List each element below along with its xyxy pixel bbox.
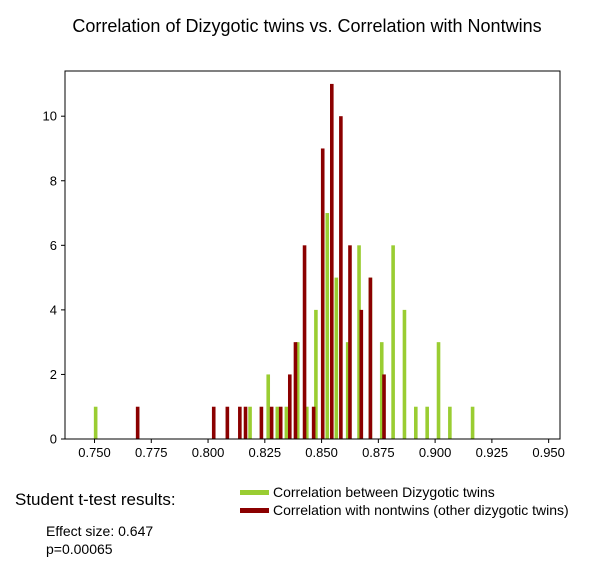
legend-item-nontwins: Correlation with nontwins (other dizygot… xyxy=(240,501,569,519)
bar-dizygotic xyxy=(266,374,271,439)
bar-dizygotic xyxy=(414,406,418,439)
bar-dizygotic xyxy=(275,406,280,439)
legend-label-dizygotic: Correlation between Dizygotic twins xyxy=(273,484,495,500)
bar-nontwins xyxy=(278,406,283,439)
bar-dizygotic xyxy=(334,277,339,439)
bar-dizygotic xyxy=(284,406,289,439)
bar-nontwins xyxy=(339,116,343,439)
bar-dizygotic xyxy=(436,342,441,439)
y-tick-label: 2 xyxy=(50,367,57,382)
effect-size-text: Effect size: 0.647 xyxy=(46,523,154,539)
bar-nontwins xyxy=(320,148,325,439)
x-tick-label: 0.850 xyxy=(305,445,338,460)
legend-item-dizygotic: Correlation between Dizygotic twins xyxy=(240,483,569,501)
bar-dizygotic xyxy=(305,406,309,439)
bar-nontwins xyxy=(259,406,264,439)
legend-label-nontwins: Correlation with nontwins (other dizygot… xyxy=(273,502,569,518)
bar-dizygotic xyxy=(248,406,252,439)
y-tick-label: 10 xyxy=(43,109,57,124)
bar-dizygotic xyxy=(448,406,452,439)
x-tick-label: 0.950 xyxy=(532,445,565,460)
bar-nontwins xyxy=(211,406,216,439)
bar-nontwins xyxy=(311,406,316,439)
x-tick-label: 0.800 xyxy=(192,445,225,460)
bar-nontwins xyxy=(302,245,307,439)
bar-dizygotic xyxy=(325,213,330,439)
axes-layer: 0.750 0.775 0.800 0.825 0.850 0.875 0.900 0.925… xyxy=(43,70,565,460)
y-tick-label: 6 xyxy=(50,238,57,253)
bar-nontwins xyxy=(359,309,364,439)
bar-dizygotic xyxy=(391,245,395,439)
y-tick-label: 4 xyxy=(50,302,57,317)
x-tick-label: 0.875 xyxy=(362,445,395,460)
bars-layer xyxy=(93,83,475,439)
bar-nontwins xyxy=(135,406,140,439)
x-tick-label: 0.900 xyxy=(419,445,452,460)
plot-frame xyxy=(64,70,561,440)
bar-nontwins xyxy=(287,374,292,439)
bar-dizygotic xyxy=(345,342,350,439)
x-tick-label: 0.925 xyxy=(476,445,509,460)
bar-dizygotic xyxy=(93,406,98,439)
chart-title: Correlation of Dizygotic twins vs. Corre… xyxy=(72,16,542,36)
legend-swatch-dizygotic xyxy=(240,489,269,495)
x-tick-label: 0.750 xyxy=(78,445,111,460)
bar-dizygotic xyxy=(470,406,475,439)
bar-dizygotic xyxy=(402,309,407,439)
y-tick-label: 0 xyxy=(50,432,57,447)
bar-dizygotic xyxy=(357,245,361,439)
bar-nontwins xyxy=(243,406,248,439)
bar-nontwins xyxy=(225,406,230,439)
bar-dizygotic xyxy=(314,309,318,439)
bar-nontwins xyxy=(348,245,352,439)
bar-nontwins xyxy=(368,277,373,439)
bar-dizygotic xyxy=(295,342,300,439)
bar-nontwins xyxy=(382,374,386,439)
x-tick-label: 0.775 xyxy=(135,445,168,460)
bar-nontwins xyxy=(269,406,274,439)
legend: Correlation between Dizygotic twins Corr… xyxy=(240,483,569,519)
bar-nontwins xyxy=(330,83,334,439)
y-tick-label: 8 xyxy=(50,173,57,188)
bar-dizygotic xyxy=(425,406,429,439)
bar-nontwins xyxy=(238,406,242,439)
x-tick-label: 0.825 xyxy=(249,445,282,460)
bar-nontwins xyxy=(293,342,298,439)
bar-dizygotic xyxy=(379,342,384,439)
p-value-text: p=0.00065 xyxy=(46,541,113,557)
legend-swatch-nontwins xyxy=(240,507,269,513)
stats-heading: Student t-test results: xyxy=(15,490,176,509)
